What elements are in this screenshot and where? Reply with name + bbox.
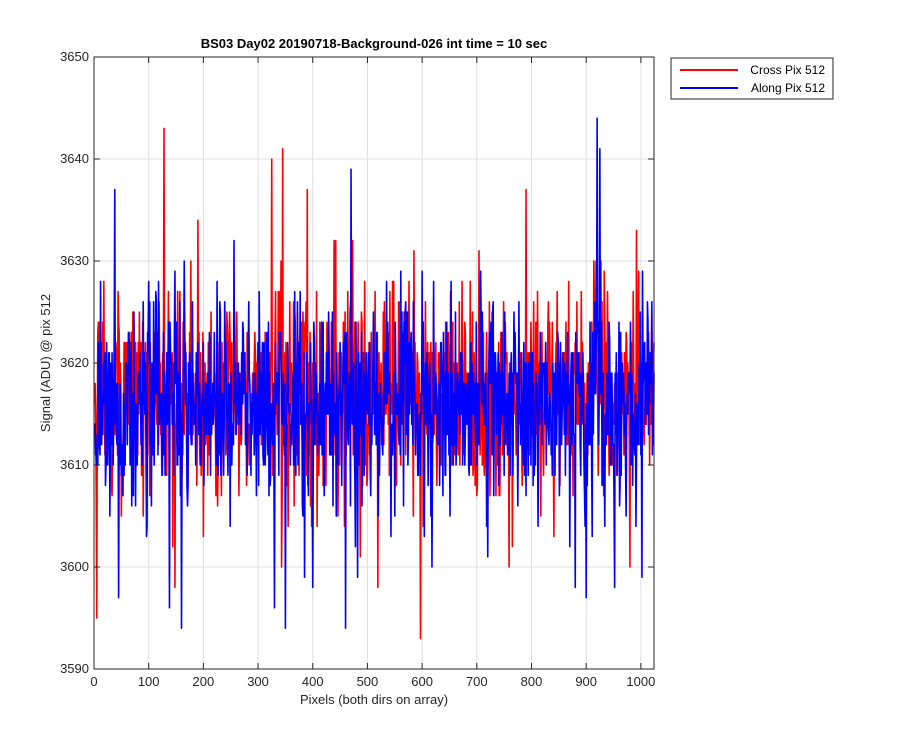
legend-box bbox=[670, 57, 834, 100]
x-tick-label: 0 bbox=[90, 674, 97, 689]
y-tick-label: 3650 bbox=[60, 49, 89, 64]
x-tick-label: 100 bbox=[138, 674, 160, 689]
x-tick-label: 500 bbox=[357, 674, 379, 689]
x-tick-label: 800 bbox=[521, 674, 543, 689]
data-lines bbox=[93, 117, 655, 640]
x-tick-label: 200 bbox=[193, 674, 215, 689]
x-tick-label: 300 bbox=[247, 674, 269, 689]
y-axis-label: Signal (ADU) @ pix 512 bbox=[38, 294, 53, 432]
x-tick-label: 400 bbox=[302, 674, 324, 689]
x-tick-label: 600 bbox=[411, 674, 433, 689]
y-tick-label: 3590 bbox=[60, 661, 89, 676]
legend-label-along: Along Pix 512 bbox=[751, 81, 825, 95]
x-axis-label: Pixels (both dirs on array) bbox=[300, 692, 448, 707]
x-tick-label: 900 bbox=[575, 674, 597, 689]
y-tick-label: 3630 bbox=[60, 253, 89, 268]
x-tick-label: 700 bbox=[466, 674, 488, 689]
legend-label-cross: Cross Pix 512 bbox=[750, 63, 825, 77]
x-tick-label: 1000 bbox=[626, 674, 655, 689]
y-tick-label: 3640 bbox=[60, 151, 89, 166]
y-tick-label: 3620 bbox=[60, 355, 89, 370]
legend: Cross Pix 512 Along Pix 512 bbox=[670, 57, 834, 100]
y-tick-label: 3600 bbox=[60, 559, 89, 574]
axis-ticks: 0 100 200 300 400 500 600 700 800 900 1000 3590 3600… bbox=[60, 49, 655, 689]
series-line-along bbox=[94, 117, 655, 629]
chart-title: BS03 Day02 20190718-Background-026 int t… bbox=[201, 36, 548, 51]
y-tick-label: 3610 bbox=[60, 457, 89, 472]
